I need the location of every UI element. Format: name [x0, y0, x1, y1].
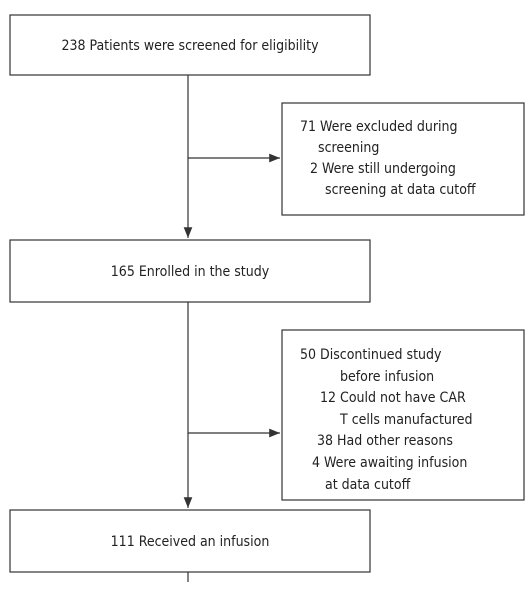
box-text: 165 Enrolled in the study — [111, 264, 270, 280]
box-text: before infusion — [340, 369, 434, 385]
box-text: 38 Had other reasons — [317, 433, 453, 449]
box — [9, 14, 371, 76]
box-text: 238 Patients were screened for eligibili… — [61, 38, 319, 54]
box — [281, 102, 525, 216]
box-text: 111 Received an infusion — [111, 534, 270, 550]
box — [9, 239, 371, 303]
box-text: screening — [318, 140, 379, 156]
box-text: screening at data cutoff — [325, 182, 476, 198]
box-text: 50 Discontinued study — [300, 347, 442, 363]
box — [281, 329, 525, 501]
box-text: at data cutoff — [325, 477, 411, 493]
box — [9, 509, 371, 573]
box-text: 71 Were excluded during — [300, 119, 458, 135]
box-text: 12 Could not have CAR — [320, 390, 466, 406]
box-text: T cells manufactured — [339, 412, 473, 428]
box-text: 2 Were still undergoing — [310, 161, 456, 177]
box-text: 4 Were awaiting infusion — [312, 455, 467, 471]
